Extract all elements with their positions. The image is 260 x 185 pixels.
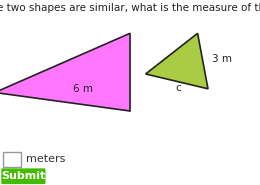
Polygon shape — [146, 33, 208, 89]
Polygon shape — [0, 33, 130, 111]
Text: e two shapes are similar, what is the measure of the missing length c? c = __ me: e two shapes are similar, what is the me… — [0, 2, 260, 13]
FancyBboxPatch shape — [1, 168, 45, 184]
Text: meters: meters — [26, 154, 65, 164]
FancyBboxPatch shape — [3, 152, 21, 166]
Text: c: c — [175, 83, 181, 93]
Text: 6 m: 6 m — [73, 84, 93, 94]
Text: 3 m: 3 m — [212, 54, 232, 64]
Text: Submit: Submit — [1, 171, 45, 181]
